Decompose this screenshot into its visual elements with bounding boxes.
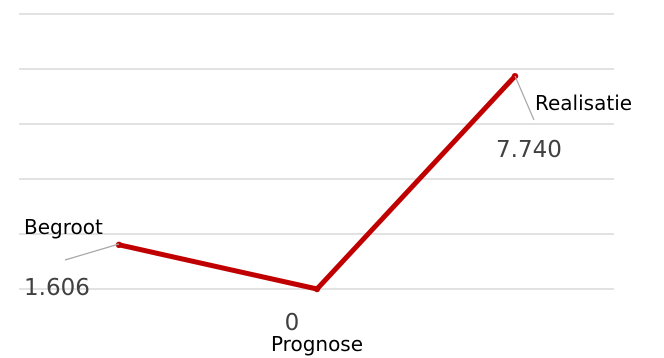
category-label-realisatie: Realisatie	[535, 91, 632, 115]
series-line	[119, 76, 515, 289]
data-point-prognose	[314, 286, 320, 292]
value-label-realisatie: 7.740	[496, 137, 562, 163]
category-label-begroot: Begroot	[24, 215, 103, 239]
leader-line-begroot	[65, 244, 119, 260]
leader-line-realisatie	[515, 76, 534, 120]
value-label-begroot: 1.606	[24, 275, 90, 301]
value-label-prognose: 0	[285, 310, 300, 336]
